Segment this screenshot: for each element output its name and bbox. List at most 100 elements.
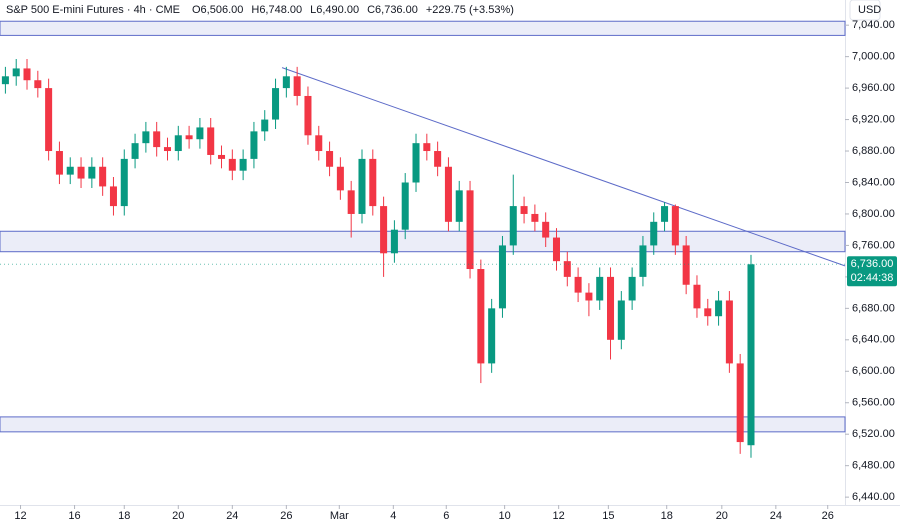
x-tick-label: 4 xyxy=(390,510,396,522)
candle-body xyxy=(455,190,463,222)
candle-body xyxy=(639,245,647,277)
candle-body xyxy=(390,229,398,254)
price-tag xyxy=(847,256,897,287)
x-tick-label: 24 xyxy=(226,510,238,522)
candle-body xyxy=(142,131,150,144)
y-tick-label: 6,680.00 xyxy=(852,302,895,314)
candle-body xyxy=(531,213,539,222)
x-tick-label: 20 xyxy=(716,510,728,522)
candle-body xyxy=(477,269,485,364)
candle-body xyxy=(628,276,636,301)
candle-body xyxy=(153,131,161,148)
candle-body xyxy=(239,158,247,171)
candle-body xyxy=(120,158,128,207)
candle-body xyxy=(434,151,442,167)
candle-body xyxy=(131,143,139,159)
x-tick-label: 12 xyxy=(553,510,565,522)
candle-body xyxy=(261,119,269,132)
candle-body xyxy=(99,166,107,187)
trendline xyxy=(281,67,846,267)
candle-body xyxy=(444,166,452,222)
candle-body xyxy=(498,245,506,309)
candle-body xyxy=(218,154,226,159)
candle-body xyxy=(304,95,312,136)
candle-body xyxy=(617,300,625,340)
candle-body xyxy=(34,80,42,89)
candle-body xyxy=(380,206,388,254)
x-tick-label: 24 xyxy=(770,510,782,522)
candle-body xyxy=(509,206,517,246)
y-tick-label: 7,000.00 xyxy=(852,51,895,63)
price-tag-label: 6,736.00 xyxy=(851,258,894,270)
x-tick-label: 10 xyxy=(498,510,510,522)
candle-body xyxy=(77,166,85,179)
y-tick-label: 6,880.00 xyxy=(852,145,895,157)
y-tick-label: 6,640.00 xyxy=(852,334,895,346)
candle-body xyxy=(336,166,344,191)
candle-body xyxy=(671,206,679,246)
candle-body xyxy=(293,76,301,96)
candle-body xyxy=(552,237,561,262)
candle-body xyxy=(520,206,528,214)
ohlc-label: L6,490.00 xyxy=(310,4,359,16)
candle-body xyxy=(596,276,604,301)
ohlc-label: +229.75 (+3.53%) xyxy=(426,4,514,16)
x-tick-label: 18 xyxy=(661,510,673,522)
candle-body xyxy=(682,245,690,285)
candle-body xyxy=(650,221,658,246)
candle-body xyxy=(574,276,582,293)
ohlc-label: C6,736.00 xyxy=(367,4,418,16)
x-tick-label: 20 xyxy=(172,510,184,522)
candle-body xyxy=(88,166,96,179)
x-tick-label: 6 xyxy=(443,510,449,522)
zone xyxy=(0,20,846,36)
candle-body xyxy=(196,127,204,140)
candle-body xyxy=(174,135,182,152)
x-tick-label: 18 xyxy=(118,510,130,522)
candle-body xyxy=(412,143,420,183)
x-tick-label: 15 xyxy=(602,510,614,522)
candle-body xyxy=(66,166,74,175)
candle-body xyxy=(315,135,323,152)
candle-body xyxy=(369,158,377,207)
candle-body xyxy=(563,261,571,277)
candle-body xyxy=(185,135,193,140)
x-tick-label: 26 xyxy=(280,510,292,522)
y-tick-label: 6,760.00 xyxy=(852,239,895,251)
y-tick-label: 6,920.00 xyxy=(852,113,895,125)
zone xyxy=(0,230,846,253)
currency-box[interactable] xyxy=(849,0,881,21)
y-tick-label: 6,520.00 xyxy=(852,428,895,440)
y-tick-label: 6,600.00 xyxy=(852,365,895,377)
candle-body xyxy=(542,221,550,238)
y-tick-label: 6,800.00 xyxy=(852,208,895,220)
x-tick-label: Mar xyxy=(330,510,349,522)
candle-body xyxy=(12,68,20,77)
candle-body xyxy=(693,284,701,309)
candle-body xyxy=(207,127,215,155)
candle-body xyxy=(163,147,171,152)
y-tick-label: 6,560.00 xyxy=(852,397,895,409)
currency: USD xyxy=(858,4,881,16)
candle-body xyxy=(401,182,409,230)
candle-body xyxy=(358,158,366,214)
candle-body xyxy=(423,143,431,152)
y-tick-label: 7,040.00 xyxy=(852,19,895,31)
candle-body xyxy=(109,186,117,207)
chart-title: S&P 500 E-mini Futures · 4h · CME xyxy=(6,4,180,16)
candle-body xyxy=(661,206,669,222)
x-tick-label: 16 xyxy=(68,510,80,522)
candle-body xyxy=(45,88,53,152)
candle-body xyxy=(250,131,258,159)
y-tick-label: 6,960.00 xyxy=(852,82,895,94)
candle-body xyxy=(585,292,593,301)
plot xyxy=(0,20,846,458)
candle-body xyxy=(607,276,615,340)
candle-body xyxy=(736,363,744,443)
ohlc-label: O6,506.00 xyxy=(192,4,243,16)
candle-body xyxy=(326,151,334,167)
candle-body xyxy=(715,300,723,317)
candle-body xyxy=(228,158,236,171)
